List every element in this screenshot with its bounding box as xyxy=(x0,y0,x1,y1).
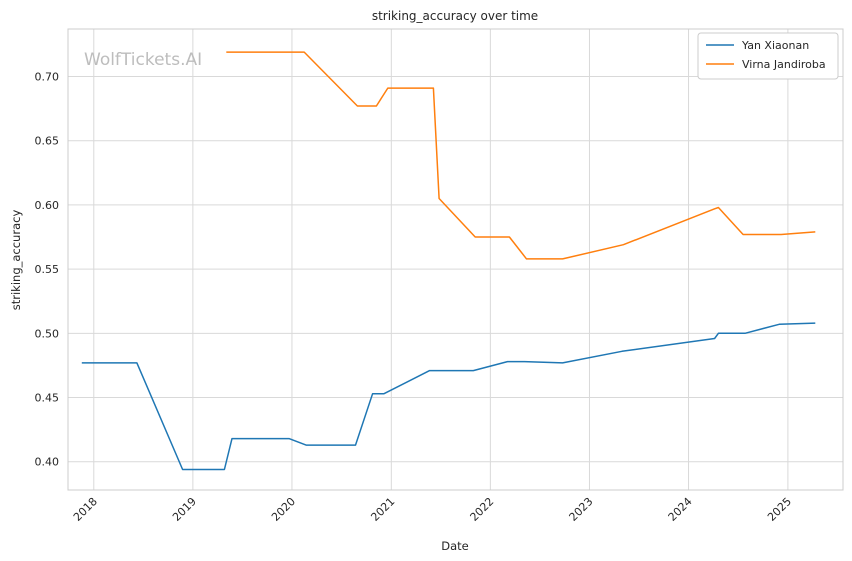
y-tick-label: 0.55 xyxy=(35,263,60,276)
series-line-yan-xiaonan xyxy=(81,322,816,471)
chart-title: striking_accuracy over time xyxy=(372,9,538,23)
plot-area-frame xyxy=(67,28,844,491)
x-gridlines xyxy=(93,29,789,490)
x-axis-label: Date xyxy=(441,539,469,553)
y-tick-label: 0.70 xyxy=(35,71,60,84)
legend: Yan Xiaonan Virna Jandiroba xyxy=(697,32,839,80)
series-lines xyxy=(81,51,816,471)
y-tick-label: 0.60 xyxy=(35,199,60,212)
y-tick-label: 0.45 xyxy=(35,392,60,405)
legend-label-yan-xiaonan: Yan Xiaonan xyxy=(741,39,809,52)
y-tick-label: 0.40 xyxy=(35,456,60,469)
y-tick-label: 0.50 xyxy=(35,327,60,340)
y-tick-label: 0.65 xyxy=(35,135,60,148)
series-line-virna-jandiroba xyxy=(226,51,816,260)
legend-label-virna-jandiroba: Virna Jandiroba xyxy=(742,58,826,71)
watermark-text: WolfTickets.AI xyxy=(84,50,202,70)
y-tick-labels: 0.40 0.45 0.50 0.55 0.60 0.65 0.70 xyxy=(35,71,60,469)
y-gridlines xyxy=(68,76,843,463)
y-axis-label: striking_accuracy xyxy=(9,210,23,311)
